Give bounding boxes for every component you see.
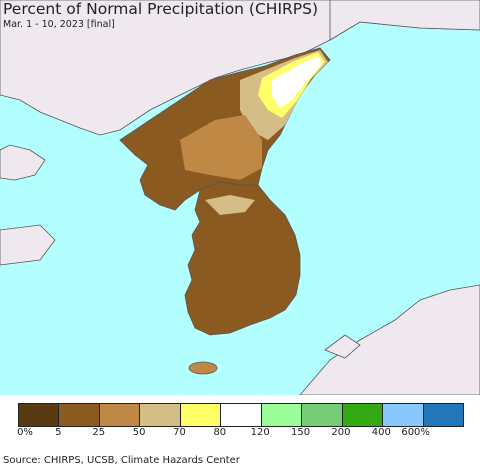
legend-swatch [261, 404, 303, 426]
legend-tick-label: 5 [55, 427, 62, 438]
legend-swatch [59, 404, 100, 426]
legend-swatch [342, 404, 384, 426]
legend-swatch [302, 404, 343, 426]
legend-tick-label: 0% [17, 427, 33, 438]
legend-colorbar [18, 403, 464, 427]
china-coast-west [0, 224, 56, 266]
map-title: Percent of Normal Precipitation (CHIRPS) [3, 0, 319, 18]
legend-swatch [423, 404, 463, 426]
legend-tick-label: 70 [173, 427, 186, 438]
legend-tick-label: 150 [290, 427, 311, 438]
japan-island [324, 334, 361, 359]
legend-swatch [383, 404, 424, 426]
legend-swatch [180, 404, 222, 426]
legend-swatch [99, 404, 141, 426]
map-subtitle: Mar. 1 - 10, 2023 [final] [3, 19, 115, 30]
sk-tan-zone [205, 195, 255, 215]
jeju-island [188, 361, 218, 375]
russia-land [329, 0, 480, 41]
legend-tick-labels: 0% 5 25 50 70 80 120 150 200 400 600% [0, 427, 480, 441]
legend-tick-label: 400 [371, 427, 391, 438]
legend-tick-label: 600% [401, 427, 430, 438]
south-korea [184, 181, 301, 336]
central-brown-zone [180, 115, 262, 180]
shandong-land [0, 144, 46, 181]
ne-white-zone [272, 56, 322, 108]
legend-tick-label: 200 [331, 427, 351, 438]
precipitation-map [0, 0, 480, 395]
legend-swatch [19, 404, 60, 426]
legend-tick-label: 25 [92, 427, 106, 438]
legend-swatch [221, 404, 262, 426]
legend-tick-label: 50 [132, 427, 146, 438]
legend-tick-label: 80 [213, 427, 227, 438]
legend-swatch [140, 404, 181, 426]
source-credit: Source: CHIRPS, UCSB, Climate Hazards Ce… [3, 455, 240, 466]
legend-tick-label: 120 [250, 427, 270, 438]
